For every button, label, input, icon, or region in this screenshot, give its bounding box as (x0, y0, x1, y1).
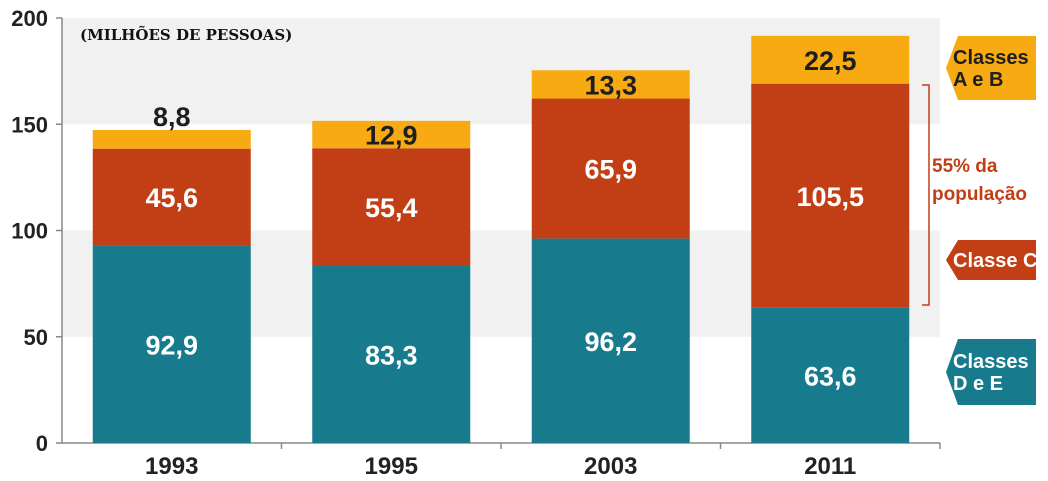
annotation-bracket (922, 84, 930, 306)
bar-segment (751, 307, 910, 443)
bar-segment (312, 120, 471, 149)
y-tick-label: 150 (11, 112, 48, 137)
y-tick-label: 100 (11, 219, 48, 244)
y-axis: 0 50 100 150 200 1993 1995 2003 2011 (11, 6, 941, 480)
data-label: 13,3 (584, 70, 637, 100)
x-tick-label: 1995 (365, 453, 418, 480)
legend-tag (946, 36, 1036, 100)
bar-segment (751, 83, 910, 308)
data-label: 83,3 (365, 340, 418, 370)
bar-segment (312, 265, 471, 443)
bar-segment (531, 98, 690, 239)
bar-stacks: 92,9 45,6 8,8 83,3 55,4 12,9 96,2 65,9 13,3 63,6 1… (92, 35, 910, 443)
data-label: 22,5 (804, 46, 857, 76)
bar-segment (531, 70, 690, 99)
annotation-text: população (932, 184, 1027, 205)
data-label: 63,6 (804, 361, 857, 391)
data-label: 96,2 (584, 327, 637, 357)
data-label: 105,5 (796, 182, 864, 212)
data-label: 45,6 (145, 183, 198, 213)
legend-tag (946, 240, 1036, 280)
bar-segment (751, 35, 910, 84)
bar-segment (531, 238, 690, 443)
y-tick-label: 50 (24, 325, 48, 350)
x-tick-label: 1993 (145, 453, 198, 480)
data-label: 8,8 (153, 102, 191, 132)
legend-label: A e B (953, 69, 1003, 91)
legend-label: D e E (953, 373, 1003, 395)
x-tick-label: 2011 (804, 453, 856, 480)
unit-label: (MILHÕES DE PESSOAS) (80, 25, 292, 44)
bar-segment (92, 245, 251, 443)
y-tick-label: 0 (36, 431, 48, 456)
y-tick-label: 200 (11, 6, 48, 31)
data-label: 12,9 (365, 121, 418, 151)
annotation-55-percent: 55% da população (922, 84, 1027, 306)
legend-tag (946, 339, 1036, 405)
bar-segment (92, 148, 251, 246)
data-label: 65,9 (584, 155, 637, 185)
data-label: 55,4 (365, 193, 418, 223)
legend-label: Classes (953, 351, 1029, 373)
legend-label: Classes (953, 47, 1029, 69)
legend-label: Classe C (953, 250, 1038, 272)
bar-segment (92, 129, 251, 149)
data-label: 92,9 (145, 330, 198, 360)
x-tick-label: 2003 (584, 453, 637, 480)
bar-segment (312, 148, 471, 266)
annotation-text: 55% da (932, 156, 998, 177)
